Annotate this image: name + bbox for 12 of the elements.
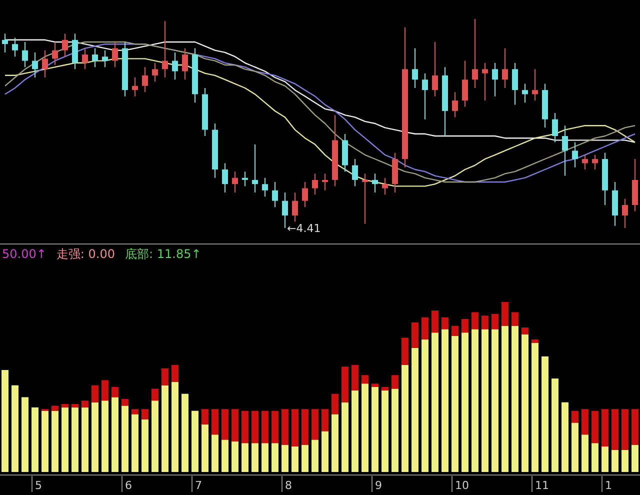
x-tick-label: 11 — [535, 479, 549, 492]
x-tick-label: 6 — [125, 479, 132, 492]
x-tick-label: 8 — [285, 479, 292, 492]
text: 底部: 11.85↑ — [125, 247, 202, 261]
text: 走强: 0.00 — [56, 247, 115, 261]
annotation: ←4.41 — [287, 222, 321, 235]
x-tick-label: 5 — [35, 479, 42, 492]
x-tick-label: 7 — [195, 479, 202, 492]
text: 50.00↑ — [2, 247, 46, 261]
x-tick-label: 9 — [375, 479, 382, 492]
x-tick-label: 10 — [455, 479, 469, 492]
x-tick-label: 1 — [605, 479, 612, 492]
